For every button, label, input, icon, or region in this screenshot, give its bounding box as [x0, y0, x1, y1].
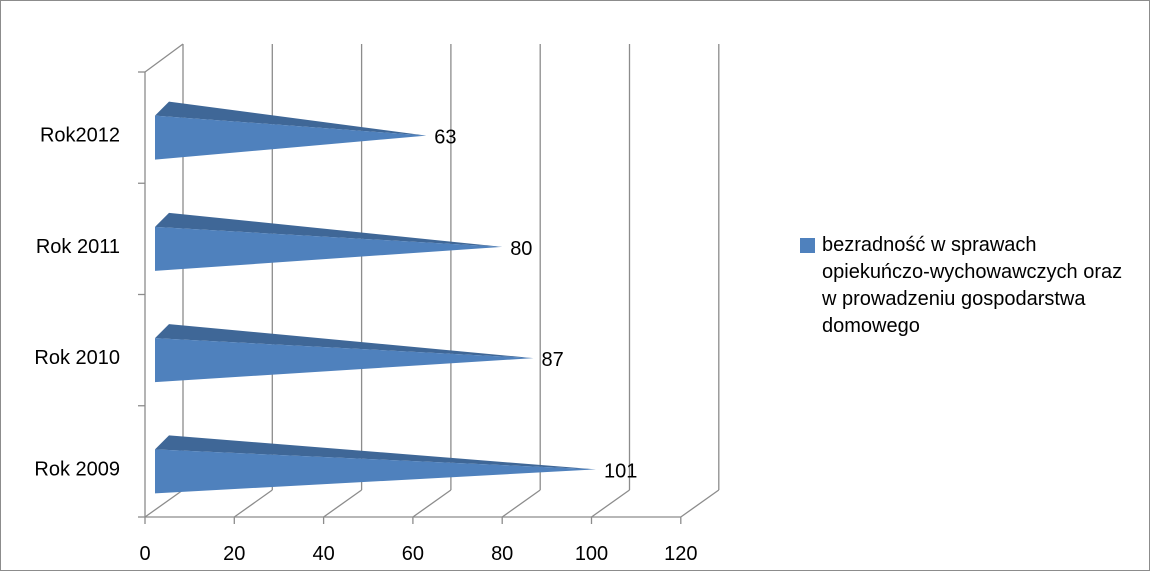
- x-tick-label: 60: [402, 543, 424, 565]
- x-tick-label: 80: [491, 543, 513, 565]
- x-tick-label: 20: [223, 543, 245, 565]
- bar-front-face: [155, 115, 427, 160]
- floor-gridline: [680, 489, 720, 518]
- bar-front-face: [155, 226, 503, 271]
- x-tick-label: 0: [139, 543, 150, 565]
- category-label: Rok2012: [40, 125, 120, 147]
- bar: [155, 212, 503, 271]
- data-label: 101: [604, 460, 637, 482]
- category-label: Rok 2011: [36, 236, 120, 258]
- floor-gridline: [144, 489, 184, 518]
- floor-gridline: [412, 489, 452, 518]
- x-tick-label: 120: [664, 543, 697, 565]
- bar-top-face: [155, 435, 596, 470]
- bar: [155, 101, 427, 160]
- x-tick-label: 40: [312, 543, 334, 565]
- floor-gridline: [501, 489, 541, 518]
- data-label: 63: [434, 127, 456, 149]
- bar-front-face: [155, 449, 596, 494]
- bar-top-face: [155, 101, 427, 136]
- bar: [155, 324, 534, 383]
- x-tick-labels: 0 20 40 60 80 100 120: [139, 543, 697, 565]
- data-label: 87: [541, 349, 563, 371]
- left-wall-top-edge: [144, 43, 184, 73]
- data-label: 80: [510, 238, 532, 260]
- category-label: Rok 2009: [34, 458, 120, 480]
- legend-swatch: [800, 238, 815, 253]
- legend-series-label: bezradność w sprawach opiekuńczo-wychowa…: [822, 234, 1123, 337]
- bar-front-face: [155, 338, 534, 383]
- x-tick-label: 100: [575, 543, 608, 565]
- category-label: Rok 2010: [34, 347, 120, 369]
- bar-top-face: [155, 212, 503, 247]
- category-labels: Rok 2009 Rok 2010 Rok 2011 Rok2012: [34, 125, 120, 481]
- bar: [155, 435, 596, 494]
- floor-gridline: [233, 489, 273, 518]
- floor-gridline: [323, 489, 362, 518]
- data-labels: 101 87 80 63: [434, 127, 637, 483]
- bars: [155, 101, 596, 494]
- floor-gridline: [591, 489, 630, 518]
- bar-top-face: [155, 324, 534, 359]
